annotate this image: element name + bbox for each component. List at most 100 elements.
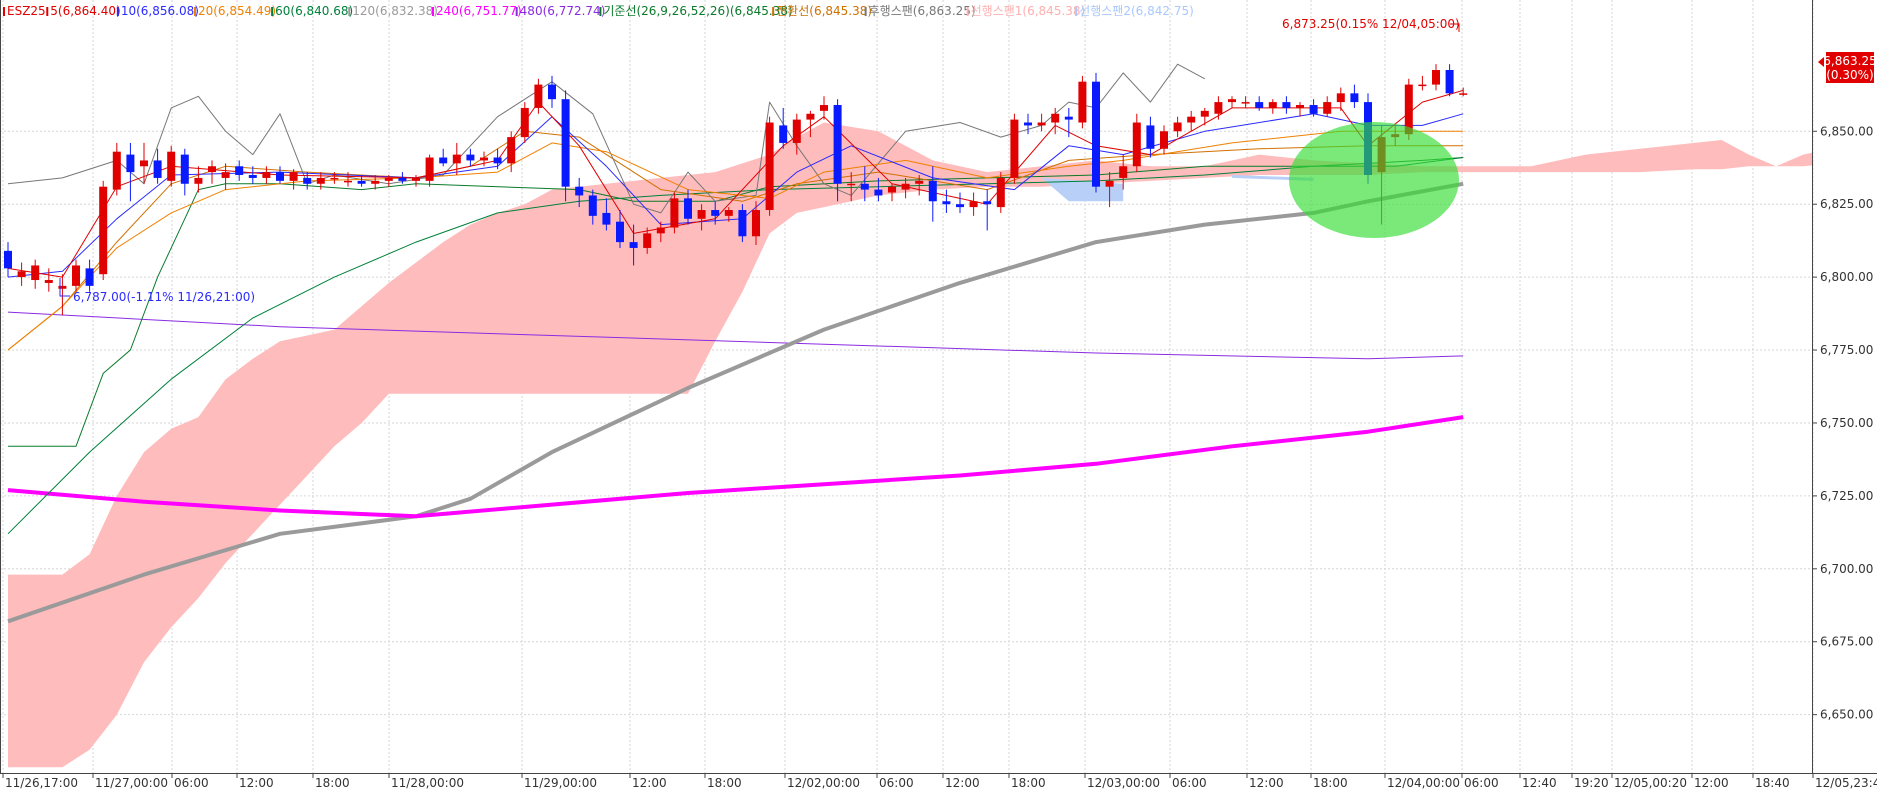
current-change-label: (0.30%) xyxy=(1826,68,1873,82)
legend-marker xyxy=(46,7,49,16)
x-tick-label: 18:00 xyxy=(707,776,742,790)
candle-body xyxy=(44,280,53,283)
x-tick-label: 18:00 xyxy=(315,776,350,790)
candle-body xyxy=(58,285,67,289)
candle-body xyxy=(616,221,624,243)
legend-item: 240(6,751.77) xyxy=(436,4,522,18)
y-axis: 6,650.00 6,675.00 6,700.00 6,725.00 6,750.00… xyxy=(1812,124,1873,722)
cloud-area-blue xyxy=(1041,177,1124,202)
candle-body xyxy=(1404,84,1413,135)
legend-marker xyxy=(1075,7,1078,16)
low-marker-icon xyxy=(59,278,70,297)
legend-marker xyxy=(515,7,518,16)
candle-body xyxy=(99,186,108,275)
legend-item: 480(6,772.74) xyxy=(520,4,606,18)
candle-body xyxy=(357,180,366,184)
y-tick-label: 6,750.00 xyxy=(1820,416,1873,430)
x-tick-label: 11/29,00:00 xyxy=(524,776,597,790)
series-line xyxy=(7,157,1464,535)
x-tick-label: 11/27,00:00 xyxy=(95,776,168,790)
x-tick-label: 12/02,00:00 xyxy=(787,776,860,790)
legend-item: 20(6,854.49) xyxy=(198,4,276,18)
candle-body xyxy=(1064,116,1073,120)
candle-body xyxy=(1214,102,1223,114)
cloud-area xyxy=(8,122,1812,768)
legend-item: 10(6,856.08) xyxy=(121,4,199,18)
candle-body xyxy=(969,201,978,208)
candle-body xyxy=(561,99,570,187)
candle-body xyxy=(208,166,216,173)
candle-body xyxy=(1418,84,1427,87)
candle-body xyxy=(4,250,12,269)
candle-body xyxy=(289,172,298,181)
candle-body xyxy=(1309,105,1318,114)
legend-item: 선행스팬1(6,845.38) xyxy=(971,3,1086,18)
candle-body xyxy=(126,154,135,173)
candle-body xyxy=(697,210,706,219)
x-tick-label: 19:20 xyxy=(1574,776,1609,790)
current-price-label: 6,863.25 xyxy=(1823,54,1876,68)
candle-body xyxy=(1010,119,1019,178)
candle-body xyxy=(860,183,869,190)
y-tick-label: 6,850.00 xyxy=(1820,124,1873,138)
candle-body xyxy=(153,160,162,178)
legend: ESZ25 5(6,864.40) 10(6,856.08) 20(6,854.49)… xyxy=(3,3,1194,18)
candle-body xyxy=(738,210,747,237)
x-tick-label: 12:00 xyxy=(1249,776,1284,790)
x-tick-label: 12:00 xyxy=(1694,776,1729,790)
candle-body xyxy=(17,271,26,278)
candle-body xyxy=(412,177,420,181)
price-pointer-icon xyxy=(1818,57,1824,67)
candle-body xyxy=(439,157,448,164)
x-tick-label: 18:00 xyxy=(1313,776,1348,790)
candle-body xyxy=(180,154,189,184)
series-line xyxy=(7,130,1464,351)
legend-item: 120(6,832.38) xyxy=(352,4,438,18)
candle-body xyxy=(1037,122,1046,126)
candle-body xyxy=(1051,113,1060,123)
candle-body xyxy=(656,227,665,234)
candle-body xyxy=(194,177,203,184)
x-tick-label: 12:40 xyxy=(1522,776,1557,790)
candle-body xyxy=(1432,70,1440,85)
candle-body xyxy=(1296,105,1304,108)
x-tick-label: 06:00 xyxy=(1464,776,1499,790)
candle-body xyxy=(1119,166,1128,178)
legend-marker xyxy=(431,7,434,16)
low-annotation-label: 6,787.00(-1.11% 11/26,21:00) xyxy=(73,290,255,304)
legend-item: 기준선(26,9,26,52,26)(6,845.38) xyxy=(603,4,792,18)
candle-body xyxy=(425,157,434,181)
high-annotation: 6,873.25(0.15% 12/04,05:00) xyxy=(1282,17,1460,32)
candle-body xyxy=(629,242,638,248)
candle-body xyxy=(85,268,94,286)
x-tick-label: 11/26,17:00 xyxy=(5,776,78,790)
candle-body xyxy=(221,172,230,178)
candle-body xyxy=(466,154,475,161)
candle-body xyxy=(1146,125,1155,149)
series-line xyxy=(8,157,1464,447)
high-marker-icon xyxy=(1450,23,1460,32)
candle-body xyxy=(1350,93,1359,103)
candle-body xyxy=(167,151,176,181)
x-tick-label: 12/05,00:20 xyxy=(1614,776,1687,790)
candle-body xyxy=(1200,110,1209,117)
x-tick-label: 18:40 xyxy=(1755,776,1790,790)
candle-body xyxy=(1323,102,1332,114)
legend-marker xyxy=(599,7,602,16)
y-tick-label: 6,800.00 xyxy=(1820,270,1873,284)
x-tick-label: 12/03,00:00 xyxy=(1087,776,1160,790)
candle-body xyxy=(928,180,937,202)
candle-body xyxy=(534,84,543,108)
series-line xyxy=(7,63,1206,214)
candle-body xyxy=(507,137,516,164)
x-tick-label: 12/05,23:40 xyxy=(1815,776,1877,790)
legend-marker xyxy=(772,7,775,16)
candle-body xyxy=(752,210,760,237)
candle-body xyxy=(1024,122,1032,126)
y-tick-label: 6,650.00 xyxy=(1820,708,1873,722)
candle-body xyxy=(520,107,529,138)
legend-marker xyxy=(271,7,274,16)
candle-body xyxy=(684,198,692,219)
legend-item: 전환선(6,845.38) xyxy=(776,4,872,18)
